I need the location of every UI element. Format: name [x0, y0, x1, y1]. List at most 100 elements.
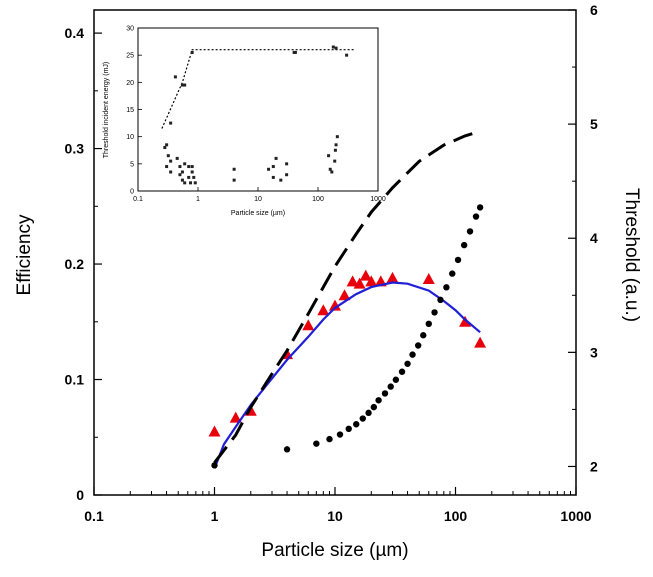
inset-data-point: [232, 167, 236, 171]
inset-data-point: [334, 143, 338, 147]
threshold-dot-point: [454, 256, 462, 264]
threshold-dot-point: [326, 435, 333, 443]
inset-data-point: [345, 53, 349, 57]
efficiency-triangle-point: [317, 304, 330, 316]
efficiency-triangle-point: [329, 299, 341, 311]
inset-x-tick-label: 10: [254, 196, 262, 203]
inset-data-point: [267, 167, 271, 171]
threshold-dot-point: [211, 462, 218, 469]
threshold-dot-point: [375, 397, 382, 404]
inset-x-tick-label: 100: [312, 196, 324, 203]
y2-tick-label: 3: [590, 344, 598, 360]
inset-background: [130, 27, 380, 195]
x-tick-label: 100: [444, 508, 468, 524]
inset-plot: 0.1 1 10 100 1000 0 5 10 15 20 25 30 Particle size …: [103, 26, 386, 218]
inset-y-tick-label: 15: [126, 107, 134, 114]
efficiency-triangle-point: [459, 315, 472, 327]
inset-data-point: [178, 173, 182, 177]
inset-data-point: [187, 165, 191, 169]
efficiency-triangle-point: [365, 275, 378, 287]
dashed-fit-line: [213, 129, 481, 464]
efficiency-triangle-point: [208, 425, 221, 437]
inset-data-point: [271, 165, 275, 169]
inset-data-point: [165, 143, 169, 147]
y2-tick-label: 6: [590, 2, 598, 18]
inset-data-point: [166, 154, 170, 158]
inset-data-point: [333, 148, 337, 152]
inset-data-point: [279, 178, 283, 182]
threshold-dot-point: [392, 376, 400, 383]
inset-data-point: [328, 167, 332, 171]
y-axis-left: 0 0.1 0.2 0.3 0.4: [65, 25, 102, 503]
inset-data-point: [173, 75, 177, 79]
y-tick-label: 0.4: [65, 25, 85, 41]
inset-data-point: [193, 181, 197, 185]
threshold-dot-point: [460, 241, 468, 249]
inset-data-point: [190, 165, 194, 169]
inset-data-point: [165, 165, 169, 169]
inset-y-tick-label: 25: [126, 53, 134, 60]
y-tick-label: 0.1: [65, 372, 85, 388]
inset-data-point: [285, 162, 289, 166]
efficiency-triangle-point: [346, 275, 359, 287]
threshold-dot-point: [370, 403, 378, 411]
inset-data-point: [183, 162, 187, 166]
efficiency-triangle-point: [302, 319, 315, 331]
inset-data-point: [293, 50, 297, 54]
threshold-dot-point: [404, 360, 411, 367]
inset-data-point: [335, 135, 339, 139]
inset-data-point: [180, 83, 184, 87]
threshold-dot-point: [387, 383, 394, 390]
y-tick-label: 0.2: [65, 256, 85, 272]
inset-x-tick-label: 1000: [370, 196, 386, 203]
inset-data-point: [163, 146, 167, 150]
inset-y-tick-label: 30: [126, 26, 134, 33]
inset-data-point: [331, 45, 335, 49]
threshold-dot-point: [466, 228, 474, 235]
inset-data-point: [190, 170, 194, 174]
threshold-dot-point: [359, 415, 366, 422]
threshold-dot-point: [443, 284, 450, 291]
inset-y-tick-label: 20: [126, 80, 134, 87]
inset-y-tick-label: 0: [130, 189, 134, 196]
inset-data-point: [271, 175, 275, 179]
inset-data-point: [169, 170, 173, 174]
inset-data-point: [327, 154, 331, 158]
inset-y-tick-label: 5: [130, 161, 134, 168]
blue-fit-curve: [213, 281, 481, 469]
inset-data-point: [187, 175, 191, 179]
inset-data-point: [183, 181, 187, 185]
inset-x-title: Particle size (µm): [231, 210, 285, 217]
efficiency-triangle-point: [386, 271, 399, 283]
efficiency-triangle-point: [474, 336, 487, 348]
y2-tick-label: 2: [590, 458, 598, 474]
y2-tick-label: 4: [590, 230, 598, 246]
threshold-dot-point: [398, 368, 406, 375]
inset-data-point: [169, 121, 173, 125]
x-axis: 0.1 1 10 100 1000: [84, 487, 592, 524]
inset-data-point: [189, 181, 193, 185]
threshold-dot-point: [336, 431, 344, 438]
inset-y-title: Threshold incident energy (mJ): [103, 62, 110, 159]
inset-data-point: [274, 156, 278, 160]
threshold-dot-point: [437, 296, 444, 304]
y2-axis-title: Threshold (a.u.): [621, 188, 642, 322]
threshold-dot-point: [449, 270, 456, 277]
inset-data-point: [232, 178, 236, 182]
threshold-dot-point: [431, 309, 438, 316]
threshold-dot-point: [345, 425, 352, 433]
threshold-dot-point: [365, 409, 372, 417]
inset-data-point: [192, 175, 196, 179]
inset-axes: 0.1 1 10 100 1000 0 5 10 15 20 25 30: [126, 26, 386, 204]
x-tick-label: 1: [211, 508, 219, 524]
threshold-dot-point: [381, 390, 389, 397]
efficiency-triangle-point: [422, 273, 435, 285]
threshold-dot-point: [472, 213, 480, 220]
threshold-dot-point: [353, 421, 360, 428]
y-tick-label: 0: [76, 487, 84, 503]
inset-data-point: [178, 165, 182, 169]
inset-data-point: [330, 170, 334, 174]
threshold-dot-point: [409, 351, 416, 358]
